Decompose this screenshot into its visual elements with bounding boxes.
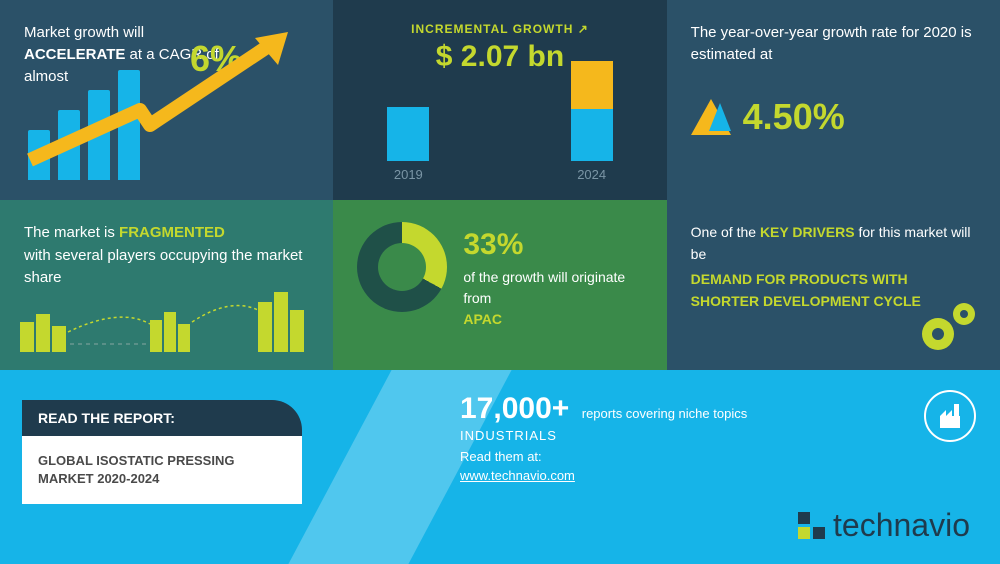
bar-2 [58, 110, 80, 180]
bar-2019: 2019 [387, 107, 429, 182]
fragmented-text: The market is FRAGMENTED with several pl… [24, 222, 309, 290]
gears-icon [916, 296, 986, 356]
yoy-value: 4.50% [743, 96, 845, 138]
panel-apac: 33% of the growth will originate from AP… [333, 200, 666, 370]
cagr-pre: Market growth will [24, 24, 144, 41]
factory-badge-icon [924, 390, 976, 442]
logo-squares-icon [798, 512, 825, 539]
donut-chart [357, 222, 447, 312]
incremental-label: INCREMENTAL GROWTH ↗ [357, 22, 642, 36]
panel-yoy: The year-over-year growth rate for 2020 … [667, 0, 1000, 200]
incremental-bars: 2019 2024 [357, 82, 642, 182]
read-at: Read them at: [460, 449, 747, 464]
technavio-link[interactable]: www.technavio.com [460, 468, 747, 483]
cagr-value: 6% [190, 38, 242, 80]
stat-desc: reports covering niche topics [582, 406, 747, 421]
report-title: GLOBAL ISOSTATIC PRESSING MARKET 2020-20… [22, 436, 302, 504]
fragmented-em: FRAGMENTED [119, 224, 225, 241]
cagr-em: ACCELERATE [24, 46, 125, 63]
arrow-up-icon: ↗ [578, 22, 589, 36]
technavio-logo: technavio [798, 507, 970, 544]
bar-2024: 2024 [571, 61, 613, 182]
logo-text: technavio [833, 507, 970, 544]
footer: READ THE REPORT: GLOBAL ISOSTATIC PRESSI… [0, 370, 1000, 564]
panel-driver: One of the KEY DRIVERS for this market w… [667, 200, 1000, 370]
yoy-text: The year-over-year growth rate for 2020 … [691, 22, 976, 66]
driver-em: KEY DRIVERS [760, 224, 855, 240]
triangle-up-icon [691, 99, 731, 135]
year-2019: 2019 [394, 167, 423, 182]
stats-block: 17,000+ reports covering niche topics IN… [460, 392, 747, 483]
stat-label: INDUSTRIALS [460, 428, 747, 443]
driver-text: One of the KEY DRIVERS for this market w… [691, 222, 976, 265]
cagr-bars [28, 70, 140, 180]
bar-3 [88, 90, 110, 180]
yoy-value-row: 4.50% [691, 96, 976, 138]
year-2024: 2024 [577, 167, 606, 182]
report-box: READ THE REPORT: GLOBAL ISOSTATIC PRESSI… [22, 400, 302, 504]
apac-region: APAC [357, 309, 642, 330]
panel-fragmented: The market is FRAGMENTED with several pl… [0, 200, 333, 370]
panel-cagr: Market growth will ACCELERATE at a CAGR … [0, 0, 333, 200]
panel-incremental: INCREMENTAL GROWTH ↗ $ 2.07 bn 2019 2024 [333, 0, 666, 200]
buildings-icon [20, 282, 310, 352]
bar-4 [118, 70, 140, 180]
bar-1 [28, 130, 50, 180]
report-heading: READ THE REPORT: [22, 400, 302, 436]
